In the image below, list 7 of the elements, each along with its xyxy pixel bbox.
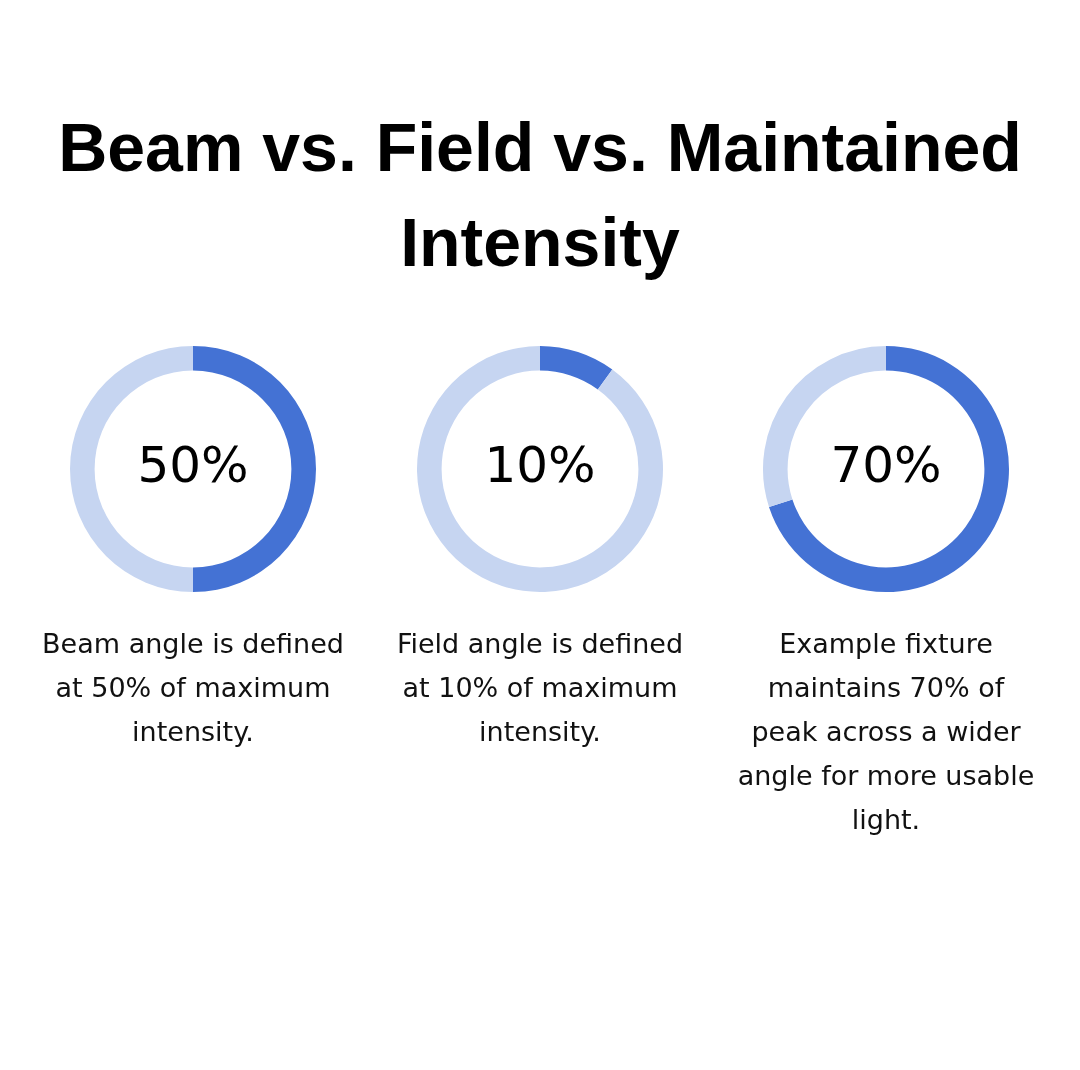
data-label: 10%	[484, 435, 596, 494]
text: Example fixture maintains 70% of peak across a wider angle for more usable light.	[736, 627, 1036, 837]
text: Beam vs. Field vs. Maintained Intensity	[57, 108, 1023, 283]
text: Field angle is defined at 10% of maximum intensity.	[395, 627, 685, 749]
data-label: 70%	[830, 435, 942, 494]
text: Beam angle is defined at 50% of maximum intensity.	[41, 627, 345, 749]
data-label: 50%	[137, 435, 249, 494]
